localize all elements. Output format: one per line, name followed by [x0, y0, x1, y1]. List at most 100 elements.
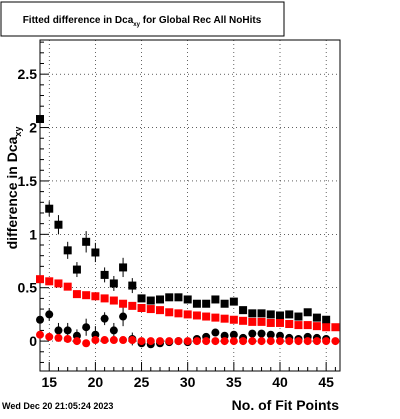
- data-point-circle: [128, 336, 137, 345]
- data-point-circle: [45, 332, 54, 341]
- x-tick-label: 15: [41, 374, 57, 390]
- data-point-circle: [248, 329, 257, 338]
- data-point-square: [322, 323, 331, 332]
- x-tick-label: 40: [272, 374, 288, 390]
- data-point-circle: [36, 330, 44, 339]
- y-tick-label: 2: [29, 120, 37, 136]
- data-point-square: [109, 296, 118, 305]
- y-tick-label: 0.5: [18, 280, 38, 296]
- data-point-square: [119, 263, 128, 272]
- data-point-circle: [211, 337, 220, 346]
- data-point-square: [128, 281, 137, 290]
- data-point-square: [294, 321, 303, 330]
- data-point-square: [202, 312, 211, 321]
- data-point-square: [312, 313, 321, 322]
- data-point-square: [72, 265, 81, 274]
- data-point-circle: [229, 337, 238, 346]
- data-point-square: [174, 309, 183, 318]
- data-point-circle: [54, 333, 63, 342]
- chart-title: Fitted difference in Dcaxy for Global Re…: [23, 15, 262, 28]
- data-point-square: [257, 309, 266, 318]
- data-point-circle: [183, 337, 192, 346]
- data-point-square: [285, 310, 294, 319]
- data-point-circle: [54, 326, 63, 335]
- data-point-square: [202, 299, 211, 308]
- data-point-circle: [119, 336, 128, 345]
- data-point-circle: [239, 337, 248, 346]
- data-point-square: [331, 323, 340, 332]
- data-point-square: [100, 294, 109, 303]
- data-point-square: [91, 248, 100, 257]
- x-tick-label: 30: [180, 374, 196, 390]
- timestamp: Wed Dec 20 21:05:24 2023: [2, 401, 113, 411]
- data-point-square: [266, 318, 275, 327]
- y-axis-label: difference in Dcaxy: [4, 127, 23, 250]
- data-point-circle: [285, 337, 294, 346]
- data-point-square: [146, 305, 155, 314]
- data-point-square: [248, 309, 257, 318]
- x-tick-label: 25: [134, 374, 150, 390]
- data-point-square: [146, 296, 155, 305]
- data-point-square: [220, 314, 229, 323]
- data-point-circle: [82, 323, 91, 332]
- data-point-square: [192, 311, 201, 320]
- y-axis-label-subscript: xy: [13, 127, 23, 137]
- x-tick-label: 45: [318, 374, 334, 390]
- data-point-square: [303, 308, 312, 317]
- y-tick-label: 1: [29, 226, 37, 242]
- data-point-circle: [100, 336, 109, 345]
- data-point-circle: [220, 337, 229, 346]
- data-point-square: [174, 293, 183, 302]
- data-point-square: [276, 311, 284, 320]
- data-point-square: [276, 318, 284, 327]
- data-point-square: [257, 317, 266, 326]
- data-point-square: [229, 297, 238, 306]
- data-point-circle: [229, 330, 238, 339]
- x-axis-label: No. of Fit Points: [232, 397, 340, 413]
- data-point-square: [266, 310, 275, 319]
- data-point-circle: [322, 337, 331, 346]
- data-point-square: [63, 246, 72, 255]
- data-point-square: [63, 282, 72, 291]
- data-point-square: [54, 220, 63, 229]
- data-point-circle: [119, 312, 128, 321]
- data-point-circle: [72, 337, 81, 346]
- chart-title-subscript: xy: [133, 22, 140, 28]
- data-point-circle: [63, 334, 72, 343]
- data-point-circle: [303, 337, 312, 346]
- x-tick-label: 35: [226, 374, 242, 390]
- data-point-square: [82, 291, 91, 300]
- data-point-circle: [100, 314, 109, 323]
- series-0: [36, 113, 331, 324]
- data-point-circle: [36, 315, 44, 324]
- title-box: [0, 1, 285, 37]
- data-point-square: [192, 299, 201, 308]
- data-point-square: [109, 279, 118, 288]
- data-point-circle: [331, 337, 340, 346]
- data-point-square: [220, 299, 229, 308]
- data-point-square: [294, 312, 303, 321]
- data-point-square: [119, 299, 128, 308]
- data-point-square: [211, 295, 220, 304]
- data-point-circle: [266, 330, 275, 339]
- data-point-circle: [312, 337, 321, 346]
- data-point-square: [211, 313, 220, 322]
- data-point-circle: [165, 337, 174, 346]
- data-point-circle: [276, 337, 284, 346]
- chart-title-rest: for Global Rec All NoHits: [140, 15, 262, 26]
- data-point-circle: [156, 337, 164, 346]
- data-point-circle: [109, 336, 118, 345]
- data-point-square: [285, 320, 294, 329]
- data-point-square: [248, 317, 257, 326]
- data-point-square: [322, 315, 331, 324]
- data-point-square: [45, 277, 54, 286]
- data-point-circle: [45, 310, 54, 319]
- x-tick-label: 20: [88, 374, 104, 390]
- data-point-square: [137, 294, 146, 303]
- data-point-square: [54, 279, 63, 288]
- plot-frame: [39, 39, 341, 372]
- data-point-circle: [248, 337, 257, 346]
- data-point-circle: [257, 329, 266, 338]
